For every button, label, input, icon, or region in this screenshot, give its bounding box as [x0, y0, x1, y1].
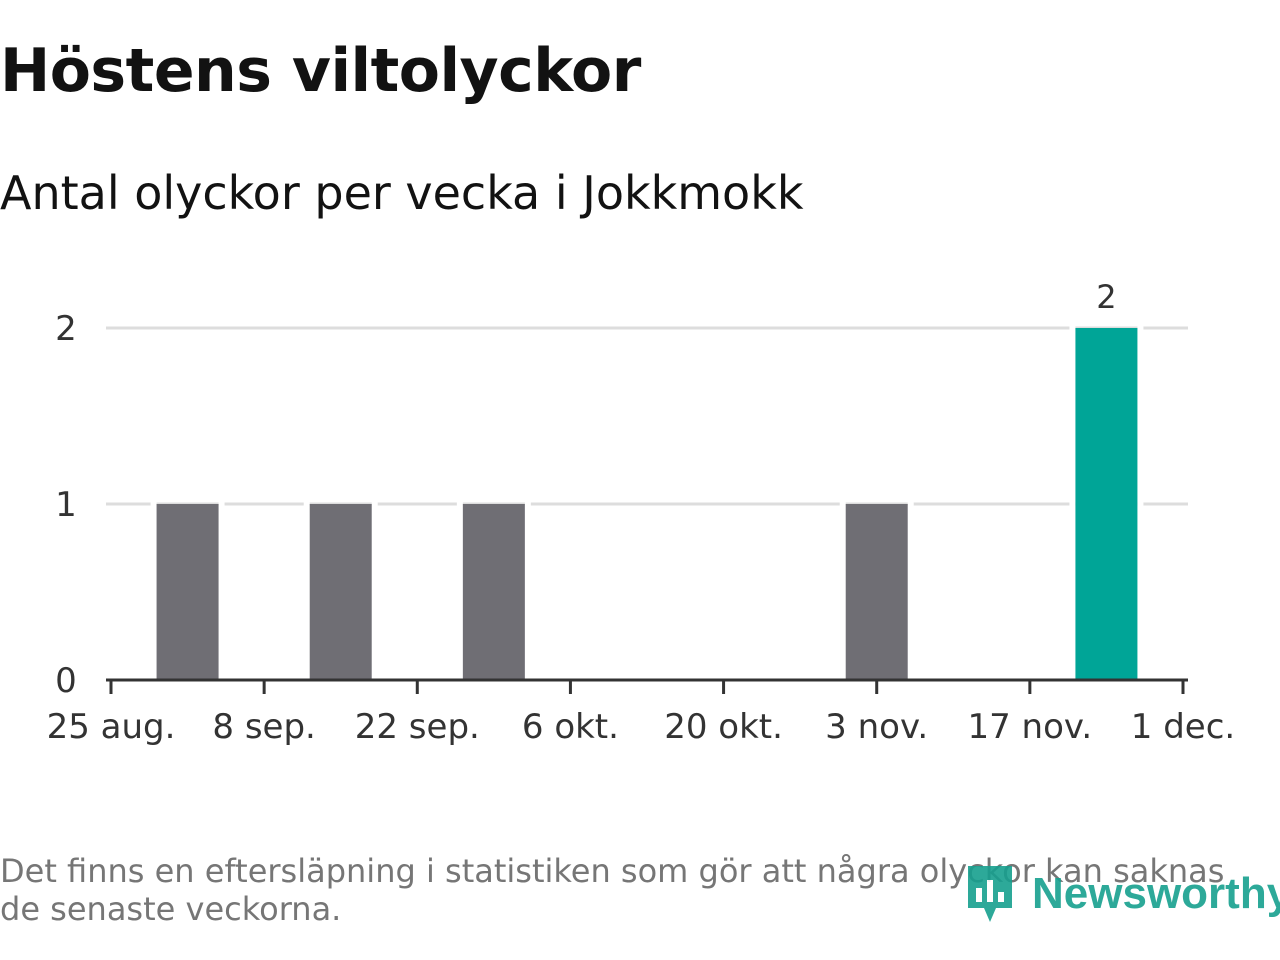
- brand-name: Newsworthy: [1032, 869, 1280, 918]
- grid-gap: [524, 501, 531, 507]
- y-tick-label: 1: [55, 485, 77, 525]
- chart-subtitle: Antal olyckor per vecka i Jokkmokk: [0, 166, 804, 220]
- footnote: Det finns en eftersläpning i statistiken…: [0, 852, 1225, 928]
- bars: [156, 328, 1138, 680]
- y-tick-label: 2: [55, 309, 77, 349]
- grid-gap: [1069, 325, 1076, 331]
- gridlines: [106, 325, 1188, 507]
- bar: [462, 504, 525, 680]
- grid-gap: [1069, 501, 1076, 507]
- bar-label-halo: [1072, 292, 1141, 322]
- y-axis-labels: 0 1 2: [55, 309, 77, 701]
- grid-gap: [907, 501, 914, 507]
- x-tick-label: 20 okt.: [664, 707, 783, 747]
- grid-gap: [1137, 325, 1144, 331]
- x-tick-label: 6 okt.: [522, 707, 619, 747]
- bar-value-label: 2: [1096, 278, 1116, 316]
- x-tick-label: 22 sep.: [355, 707, 480, 747]
- grid-gap: [839, 501, 846, 507]
- grid-gap: [303, 501, 310, 507]
- y-tick-label: 0: [55, 661, 77, 701]
- bar: [309, 504, 372, 680]
- chart-bubble-icon: [968, 866, 1012, 922]
- x-tick-label: 17 nov.: [967, 707, 1092, 747]
- grid-gap: [150, 501, 157, 507]
- chart-title: Höstens viltolyckor: [0, 36, 641, 106]
- bar: [156, 504, 219, 680]
- grid-gap: [218, 501, 225, 507]
- x-axis-labels: 25 aug. 8 sep. 22 sep. 6 okt. 20 okt. 3 nov. 1…: [47, 707, 1236, 747]
- x-tick-label: 1 dec.: [1131, 707, 1235, 747]
- bar-value-labels: 2: [1072, 278, 1141, 322]
- bar-chart: 0 1 2 2 25 aug. 8 sep. 22 sep. 6 okt. 20 okt. 3…: [47, 278, 1236, 747]
- bar: [845, 504, 908, 680]
- x-axis: [106, 678, 1188, 694]
- grid-gap: [456, 501, 463, 507]
- grid-gap: [1137, 501, 1144, 507]
- x-tick-label: 8 sep.: [212, 707, 315, 747]
- bar-highlight: [1075, 328, 1138, 680]
- grid-gap: [371, 501, 378, 507]
- x-tick-label: 3 nov.: [825, 707, 928, 747]
- x-tick-label: 25 aug.: [47, 707, 176, 747]
- newsworthy-logo: Newsworthy: [964, 862, 1280, 926]
